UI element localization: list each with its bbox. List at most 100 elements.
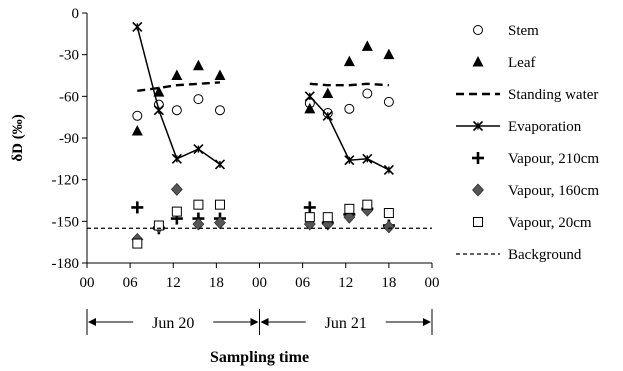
marker-square: [304, 212, 315, 223]
legend-label: Standing water: [508, 87, 598, 103]
marker-diamond: [382, 220, 395, 234]
marker-triangle: [214, 69, 226, 80]
series-leaf: [131, 40, 395, 136]
y-tick-label: -120: [52, 173, 80, 189]
x-tick-label: 00: [252, 275, 267, 291]
marker-circle: [383, 96, 394, 107]
marker-circle: [171, 105, 182, 116]
evaporation-point: [362, 153, 373, 164]
evaporation-point: [132, 21, 143, 32]
marker-circle: [193, 94, 204, 105]
marker-square: [344, 203, 355, 214]
evaporation-point: [193, 144, 204, 155]
leaf-point: [214, 69, 226, 80]
x-tick-label: 00: [80, 275, 95, 291]
marker-triangle: [383, 48, 395, 60]
vapour-20cm-point: [171, 206, 182, 217]
marker-square: [383, 208, 394, 218]
marker-triangle: [131, 125, 143, 136]
marker-circle: [362, 88, 373, 99]
evaporation-line: [136, 26, 221, 166]
legend-marker: [473, 25, 483, 35]
legend-marker: [472, 183, 484, 197]
marker-diamond: [192, 217, 205, 231]
legend-entry-vapour-160cm: Vapour, 160cm: [472, 183, 599, 199]
series-evaporation: [132, 21, 394, 176]
period-arrowhead: [88, 318, 96, 326]
legend-entry-stem: Stem: [473, 23, 539, 39]
evaporation-point: [322, 110, 333, 121]
leaf-point: [153, 86, 165, 97]
leaf-point: [361, 40, 373, 51]
leaf-point: [343, 55, 355, 67]
stem-point: [362, 88, 373, 99]
marker-square: [171, 206, 182, 217]
x-tick-label: 18: [381, 275, 396, 291]
y-axis-label: δD (‰): [10, 114, 26, 161]
leaf-point: [322, 87, 334, 99]
leaf-point: [383, 48, 395, 60]
legend-entry-background: Background: [456, 247, 582, 263]
vapour-20cm-point: [362, 199, 373, 210]
series-vapour-20cm: [132, 199, 394, 249]
marker-square: [153, 220, 164, 231]
legend-entry-standing-water: Standing water: [456, 87, 598, 103]
y-tick-label: -90: [59, 131, 79, 147]
vapour-20cm-point: [383, 208, 394, 218]
marker-diamond: [214, 216, 226, 230]
leaf-point: [192, 59, 204, 71]
legend-label: Vapour, 20cm: [508, 215, 592, 231]
plot-area: [87, 21, 432, 249]
series-standing-water: [137, 81, 389, 92]
legend-label: Stem: [508, 23, 539, 39]
legend: Stem Leaf Standing water Evaporation Vapour,…: [456, 23, 599, 263]
legend-marker: [472, 152, 484, 164]
legend-marker: [473, 217, 483, 227]
y-tick-label: 0: [72, 6, 80, 22]
marker-triangle: [361, 40, 373, 51]
vapour-210cm-point: [131, 201, 144, 214]
marker-circle: [344, 103, 355, 114]
evaporation-point: [214, 159, 226, 170]
x-tick-label: 12: [166, 275, 181, 291]
x-tick-label: 06: [295, 275, 311, 291]
leaf-point: [171, 69, 183, 80]
marker-circle: [214, 105, 225, 116]
stem-point: [171, 105, 182, 116]
period-arrowhead: [423, 318, 431, 326]
legend-entry-evaporation: Evaporation: [456, 119, 582, 135]
series-stem: [132, 88, 394, 121]
marker-square: [473, 217, 483, 227]
marker-square: [214, 199, 225, 210]
marker-diamond: [170, 182, 183, 196]
legend-marker: [472, 120, 484, 132]
vapour-160cm-point: [170, 182, 183, 196]
standing-water-line: [137, 81, 221, 92]
vapour-20cm-point: [322, 212, 333, 223]
marker-circle: [473, 25, 483, 35]
legend-entry-vapour-210cm: Vapour, 210cm: [472, 151, 599, 167]
legend-label: Vapour, 210cm: [508, 151, 599, 167]
evaporation-point: [304, 91, 315, 102]
stem-point: [383, 96, 394, 107]
standing-water-line: [309, 82, 389, 87]
legend-marker: [472, 56, 484, 67]
evaporation-point: [171, 153, 182, 164]
y-tick-label: -30: [59, 48, 79, 64]
marker-square: [322, 212, 333, 223]
vapour-210cm-point: [303, 201, 316, 214]
marker-triangle: [322, 87, 334, 99]
period-arrowhead: [260, 318, 269, 326]
marker-diamond: [472, 183, 484, 197]
vapour-160cm-point: [192, 217, 205, 231]
stem-point: [193, 94, 204, 105]
y-tick-label: -60: [59, 89, 79, 105]
legend-label: Background: [508, 247, 582, 263]
marker-square: [193, 199, 204, 210]
y-tick-label: -180: [52, 256, 80, 272]
stem-point: [344, 103, 355, 114]
marker-triangle: [171, 69, 183, 80]
vapour-20cm-point: [344, 203, 355, 214]
vapour-20cm-point: [214, 199, 225, 210]
